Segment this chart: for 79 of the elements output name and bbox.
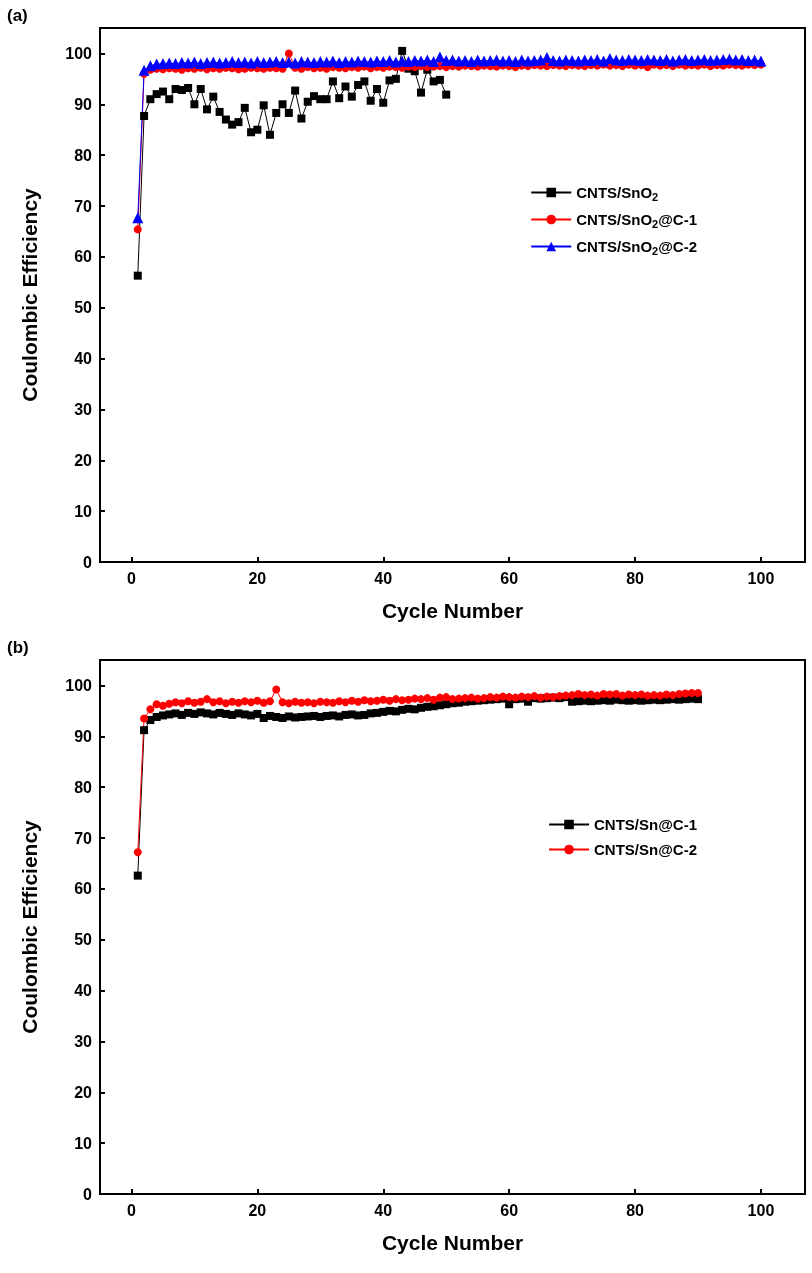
y-tick-label: 30 xyxy=(74,1032,93,1050)
point xyxy=(291,86,300,95)
point xyxy=(297,114,306,123)
point xyxy=(435,75,444,84)
point xyxy=(398,46,407,55)
point xyxy=(253,125,262,134)
legend-label: CNTS/Sn@C-2 xyxy=(594,841,697,858)
x-tick-label: 60 xyxy=(500,1201,519,1219)
y-axis-title: Coulombic Efficiency xyxy=(18,187,41,402)
point xyxy=(209,92,218,101)
point xyxy=(203,105,212,114)
point xyxy=(335,94,344,103)
x-axis-title: Cycle Number xyxy=(381,1231,524,1254)
x-tick-label: 20 xyxy=(248,1201,267,1219)
point xyxy=(284,108,293,117)
x-tick-label: 0 xyxy=(127,569,137,587)
x-tick-label: 80 xyxy=(626,1201,645,1219)
point xyxy=(442,90,451,99)
y-tick-label: 100 xyxy=(65,44,93,62)
y-tick-label: 70 xyxy=(74,829,93,847)
x-tick-label: 100 xyxy=(747,569,775,587)
point xyxy=(278,100,287,109)
point xyxy=(303,97,312,106)
point xyxy=(240,103,249,112)
y-tick-label: 0 xyxy=(83,1185,93,1203)
y-tick-label: 20 xyxy=(74,451,93,469)
x-tick-label: 100 xyxy=(747,1201,775,1219)
point xyxy=(341,82,350,91)
point xyxy=(366,96,375,105)
y-tick-label: 100 xyxy=(65,676,93,694)
point xyxy=(265,130,274,139)
y-tick-label: 70 xyxy=(74,197,93,215)
y-tick-label: 20 xyxy=(74,1083,93,1101)
point xyxy=(328,77,337,86)
x-tick-label: 40 xyxy=(374,1201,393,1219)
point xyxy=(184,84,193,93)
y-tick-label: 10 xyxy=(74,502,93,520)
point xyxy=(165,95,174,104)
chart-title: (b) xyxy=(7,638,29,657)
point xyxy=(417,88,426,97)
legend-label: CNTS/Sn@C-1 xyxy=(594,816,697,833)
y-tick-label: 40 xyxy=(74,982,93,1000)
y-tick-label: 80 xyxy=(74,146,93,164)
point xyxy=(190,100,199,109)
y-tick-label: 50 xyxy=(74,299,93,317)
y-tick-label: 60 xyxy=(74,880,93,898)
x-tick-label: 40 xyxy=(374,569,393,587)
point xyxy=(259,101,268,110)
point xyxy=(133,271,142,280)
x-tick-label: 20 xyxy=(248,569,267,587)
y-tick-label: 40 xyxy=(74,350,93,368)
point xyxy=(372,85,381,94)
y-tick-label: 80 xyxy=(74,778,93,796)
y-tick-label: 0 xyxy=(83,553,93,571)
y-tick-label: 10 xyxy=(74,1134,93,1152)
point xyxy=(272,108,281,117)
point xyxy=(221,115,230,124)
point xyxy=(140,111,149,120)
point xyxy=(391,74,400,83)
point xyxy=(146,95,155,104)
y-tick-label: 60 xyxy=(74,248,93,266)
x-axis-title: Cycle Number xyxy=(381,599,524,622)
point xyxy=(215,107,224,116)
y-axis-title: Coulombic Efficiency xyxy=(18,819,41,1034)
point xyxy=(379,98,388,107)
y-tick-label: 30 xyxy=(74,400,93,418)
point xyxy=(158,87,167,96)
x-tick-label: 80 xyxy=(626,569,645,587)
x-tick-label: 0 xyxy=(127,1201,137,1219)
chart-title: (a) xyxy=(7,6,28,25)
point xyxy=(196,85,205,94)
point xyxy=(322,95,331,104)
y-tick-label: 50 xyxy=(74,931,93,949)
y-tick-label: 90 xyxy=(74,727,93,745)
y-tick-label: 90 xyxy=(74,95,93,113)
point xyxy=(234,118,243,127)
x-tick-label: 60 xyxy=(500,569,519,587)
point xyxy=(347,92,356,101)
point xyxy=(360,77,369,86)
